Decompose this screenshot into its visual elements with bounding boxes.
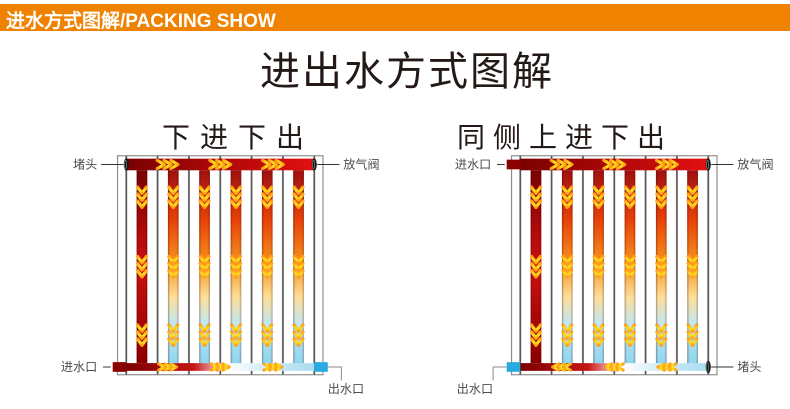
svg-text:进水口: 进水口	[455, 158, 491, 172]
svg-text:放气阀: 放气阀	[343, 157, 379, 172]
svg-text:堵头: 堵头	[737, 360, 761, 374]
svg-text:出水口: 出水口	[328, 382, 364, 396]
svg-text:出水口: 出水口	[457, 382, 493, 396]
svg-text:进水口: 进水口	[61, 360, 97, 374]
svg-text:堵头: 堵头	[73, 158, 97, 172]
svg-text:放气阀: 放气阀	[737, 157, 773, 172]
